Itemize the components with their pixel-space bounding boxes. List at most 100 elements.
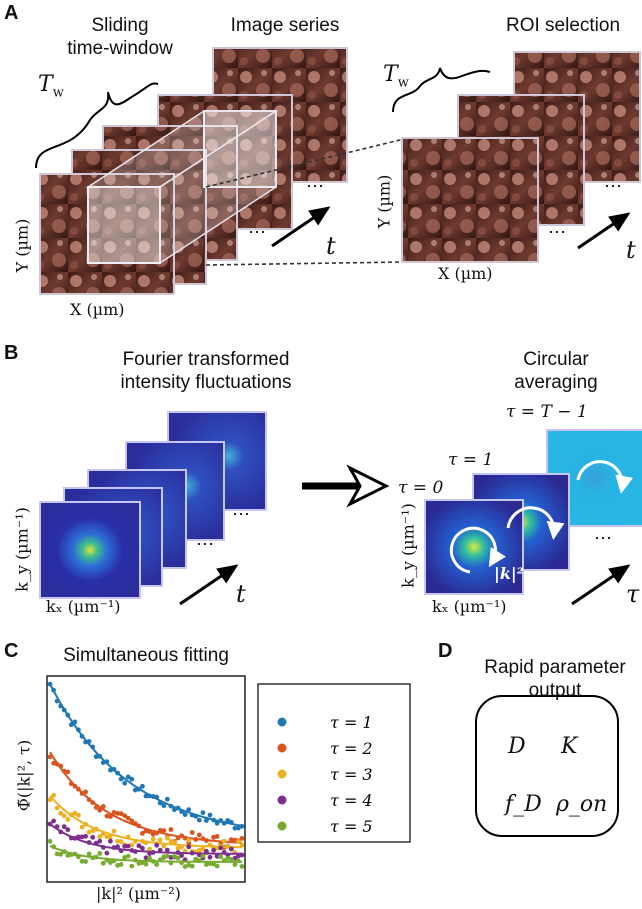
data-point — [118, 839, 124, 845]
data-point — [108, 767, 113, 773]
data-point — [157, 828, 163, 833]
data-point — [115, 844, 120, 850]
data-point — [76, 727, 81, 733]
data-point — [179, 844, 185, 850]
brace-icon — [392, 67, 491, 113]
data-point — [196, 832, 202, 838]
data-point — [164, 847, 170, 853]
legend-label: τ = 1 — [330, 713, 373, 732]
data-point — [132, 838, 138, 844]
data-point — [193, 837, 199, 842]
panel-label-d: D — [438, 640, 453, 662]
data-point — [189, 863, 195, 869]
data-point — [164, 796, 170, 802]
ellipsis-icon: ⋯ — [604, 176, 622, 196]
data-point — [118, 776, 124, 782]
heading-roi-selection: ROI selection — [505, 15, 621, 36]
data-point — [168, 803, 174, 809]
data-point — [129, 776, 135, 782]
data-point — [54, 698, 60, 704]
data-point — [154, 794, 160, 800]
data-point — [68, 781, 74, 787]
circular-arrow-icon — [506, 506, 565, 540]
param-k: K — [561, 734, 578, 759]
data-point — [129, 818, 135, 824]
ky-axis-label: k_y (µm⁻¹) — [12, 507, 32, 592]
data-point — [164, 853, 170, 859]
data-point — [136, 843, 142, 849]
data-point — [154, 842, 160, 848]
data-point — [86, 851, 92, 857]
data-point — [232, 825, 238, 831]
data-point — [228, 837, 234, 843]
heading-line: Circular — [523, 349, 589, 370]
data-point — [143, 793, 149, 799]
data-point — [168, 860, 174, 866]
data-point — [97, 851, 103, 856]
param-fd: f_D — [505, 792, 542, 817]
data-point — [204, 818, 209, 823]
data-point — [51, 844, 56, 850]
data-point — [157, 837, 163, 843]
data-point — [182, 835, 188, 841]
data-point — [140, 860, 145, 866]
data-point — [221, 849, 227, 855]
data-point — [111, 845, 117, 850]
transform-arrow-icon — [302, 464, 390, 508]
data-point — [239, 864, 245, 869]
data-point — [236, 853, 241, 859]
heading-line: Sliding — [91, 15, 149, 36]
panel-label-c: C — [4, 640, 19, 662]
data-point — [93, 754, 99, 760]
ellipsis-icon: ⋯ — [196, 534, 214, 554]
data-point — [65, 817, 71, 822]
connector-line — [205, 138, 405, 188]
data-point — [111, 810, 117, 815]
data-point — [161, 828, 167, 833]
data-point — [100, 831, 106, 837]
data-point — [61, 824, 67, 830]
data-point — [54, 851, 60, 857]
data-point — [108, 838, 113, 844]
legend-marker — [277, 769, 287, 779]
data-point — [61, 768, 67, 774]
data-point — [51, 818, 56, 824]
data-point — [104, 813, 110, 819]
data-point — [97, 807, 103, 813]
heading-line: averaging — [514, 372, 598, 393]
data-point — [228, 857, 234, 862]
data-point — [54, 761, 60, 767]
param-rho-on: ρ_on — [556, 792, 608, 817]
data-point — [193, 813, 199, 819]
data-point — [79, 824, 85, 830]
data-point — [204, 848, 209, 854]
data-point — [140, 839, 145, 844]
panel-b-circular-stack — [424, 429, 642, 606]
fft-frame-front — [39, 501, 141, 599]
y-axis-label: Y (µm) — [374, 174, 394, 229]
legend-label: τ = 2 — [330, 739, 373, 758]
data-point — [218, 818, 224, 823]
data-point — [97, 838, 103, 844]
data-point — [68, 722, 74, 728]
data-point — [179, 809, 185, 814]
data-point — [115, 770, 120, 776]
legend-label: τ = 3 — [330, 765, 373, 784]
data-point — [218, 845, 224, 851]
data-point — [143, 855, 149, 861]
data-point — [140, 845, 145, 851]
data-point — [47, 821, 53, 827]
tau-zero-label: τ = 0 — [398, 478, 444, 498]
data-point — [157, 847, 163, 853]
y-axis-label: Y (µm) — [12, 218, 32, 273]
time-arrow-icon — [577, 212, 631, 250]
data-point — [143, 828, 149, 834]
data-point — [47, 838, 53, 844]
data-point — [186, 837, 192, 843]
data-point — [172, 807, 177, 813]
data-point — [129, 842, 135, 848]
window-subscript: w — [397, 75, 409, 91]
data-point — [90, 744, 96, 750]
data-point — [86, 739, 92, 744]
ellipsis-icon: ⋯ — [548, 222, 566, 242]
